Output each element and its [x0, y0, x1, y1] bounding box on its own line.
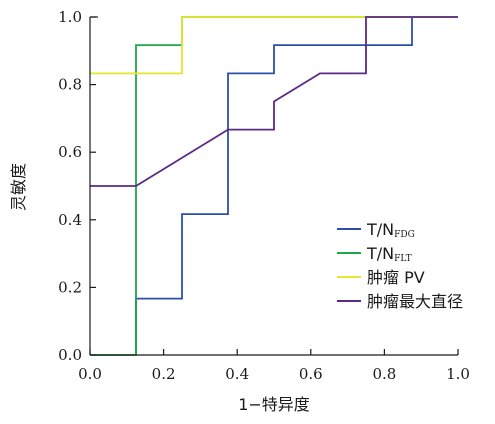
legend-label-main: T/N	[366, 220, 394, 239]
y-tick-label: 1.0	[58, 8, 82, 26]
legend-label-main: T/N	[366, 244, 394, 263]
y-tick-label: 0.6	[58, 143, 82, 161]
x-tick-label: 0.4	[225, 365, 249, 383]
legend-label: T/NFLT	[366, 244, 412, 264]
legend-label-main: 肿瘤最大直径	[367, 292, 463, 311]
legend-item: 肿瘤最大直径	[337, 292, 463, 311]
legend-label-main: 肿瘤 PV	[367, 268, 425, 287]
x-ticks: 0.0 0.2 0.4 0.6 0.8 1.0	[78, 349, 470, 383]
legend-item: T/NFLT	[337, 244, 412, 264]
legend-label: 肿瘤 PV	[367, 268, 425, 287]
legend-item: T/NFDG	[337, 220, 415, 240]
y-ticks: 0.0 0.2 0.4 0.6 0.8 1.0	[58, 8, 96, 364]
y-tick-label: 0.0	[58, 346, 82, 364]
y-tick-label: 0.2	[58, 278, 82, 296]
x-tick-label: 0.6	[299, 365, 323, 383]
y-axis-title: 灵敏度	[9, 163, 28, 211]
legend-label: 肿瘤最大直径	[367, 292, 463, 311]
y-tick-label: 0.8	[58, 76, 82, 94]
x-tick-label: 0.0	[78, 365, 102, 383]
series-line-4	[90, 16, 458, 187]
series-line-1	[135, 16, 458, 355]
x-tick-label: 0.2	[152, 365, 176, 383]
legend-label-subscript: FDG	[394, 230, 415, 240]
x-axis-title: 1−特异度	[238, 395, 310, 414]
legend-label-subscript: FLT	[394, 254, 412, 264]
x-tick-label: 1.0	[446, 365, 470, 383]
y-tick-label: 0.4	[58, 211, 82, 229]
series-line-3	[90, 16, 458, 75]
legend-label: T/NFDG	[366, 220, 415, 240]
x-tick-label: 0.8	[372, 365, 396, 383]
legend-item: 肿瘤 PV	[337, 268, 425, 287]
